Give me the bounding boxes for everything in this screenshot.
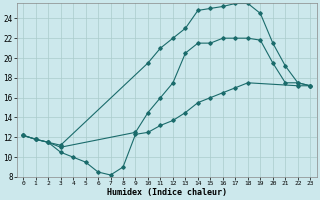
X-axis label: Humidex (Indice chaleur): Humidex (Indice chaleur) [107, 188, 227, 197]
